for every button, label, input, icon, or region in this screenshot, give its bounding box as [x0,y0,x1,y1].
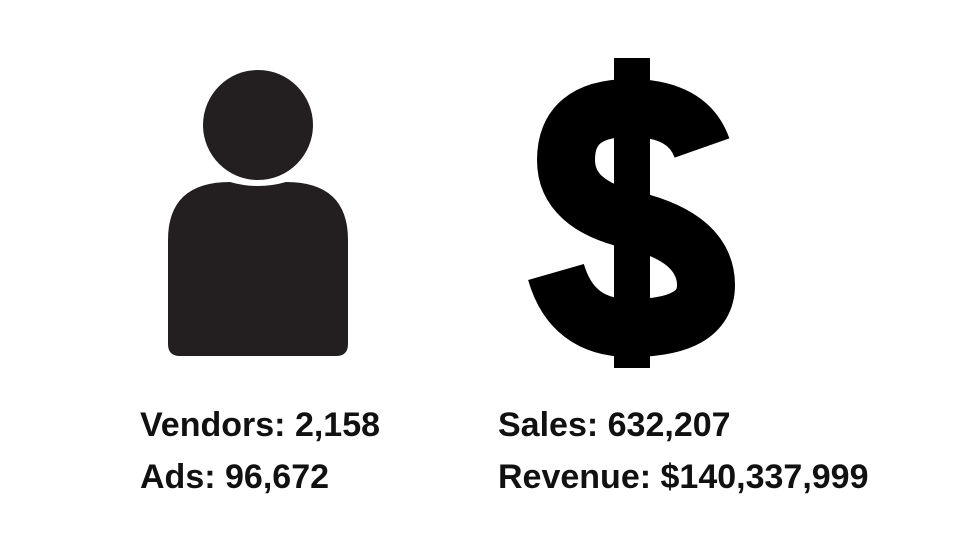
stat-label: Vendors: [140,406,286,444]
stat: Revenue: $140,337,999 [498,460,869,494]
stat: Vendors: 2,158 [140,408,380,442]
stat-value: 96,672 [225,458,330,496]
stat-label: Revenue: [498,458,652,496]
stat-value: 632,207 [607,406,731,444]
stat-value: 2,158 [294,406,381,444]
person-icon [168,70,348,356]
person-head [203,70,313,180]
stat: Sales: 632,207 [498,408,731,442]
stat-value: $140,337,999 [660,458,869,496]
dollar-s [528,78,736,358]
stat-label: Sales: [498,406,599,444]
stat-label: Ads: [140,458,216,496]
dollar-icon [528,58,736,368]
person-body [168,182,348,356]
stat: Ads: 96,672 [140,460,329,494]
